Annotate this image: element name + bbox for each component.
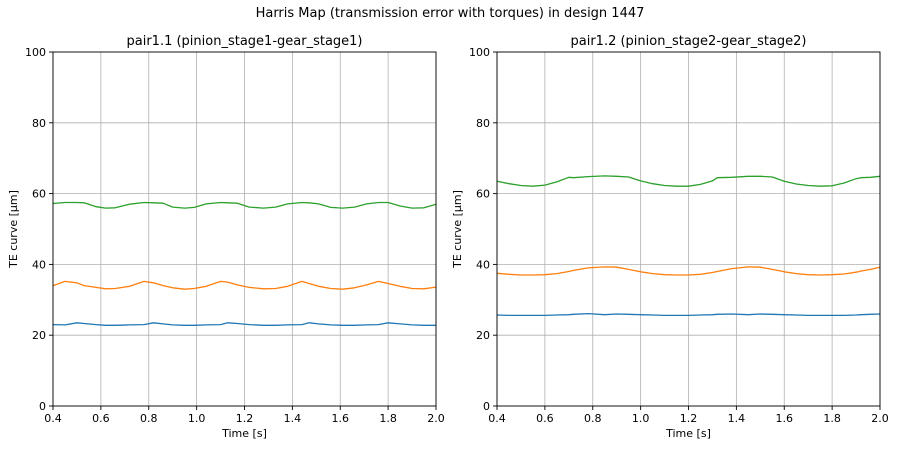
y-axis-label: TE curve [µm] <box>7 190 20 269</box>
y-tick-label: 20 <box>476 329 490 342</box>
x-tick-label: 1.2 <box>680 412 698 425</box>
series-green-line <box>52 201 437 209</box>
y-tick-label: 40 <box>476 258 490 271</box>
subplot-1: 0.4 0.6 0.8 1.0 1.2 1.4 1.6 1.8 2.0 0 20 40 60 80 100 T… <box>7 34 445 440</box>
x-tick-label: 1.4 <box>284 412 302 425</box>
grid-lines <box>496 51 881 407</box>
y-axis-label: TE curve [µm] <box>451 190 464 269</box>
x-tick-label: 0.4 <box>44 412 62 425</box>
x-tick-label: 0.8 <box>584 412 602 425</box>
figure-suptitle: Harris Map (transmission error with torq… <box>255 6 645 21</box>
x-tick-label: 1.0 <box>632 412 650 425</box>
series-green-line <box>496 175 881 187</box>
y-tick-label: 60 <box>476 188 490 201</box>
x-tick-label: 1.8 <box>823 412 841 425</box>
subplot-title: pair1.2 (pinion_stage2-gear_stage2) <box>571 34 807 49</box>
y-tick-label: 0 <box>483 400 490 413</box>
x-axis-label: Time [s] <box>665 427 711 440</box>
grid-lines <box>52 51 437 407</box>
x-tick-label: 1.0 <box>188 412 206 425</box>
x-axis-label: Time [s] <box>221 427 267 440</box>
x-tick-label: 2.0 <box>871 412 889 425</box>
y-tick-label: 80 <box>476 117 490 130</box>
x-tick-label: 0.6 <box>92 412 110 425</box>
series-blue-line <box>496 312 881 317</box>
x-tick-label: 1.6 <box>332 412 350 425</box>
series-blue-line <box>52 322 436 326</box>
y-tick-label: 60 <box>32 188 46 201</box>
subplot-title: pair1.1 (pinion_stage1-gear_stage1) <box>127 34 363 49</box>
y-tick-label: 0 <box>39 400 46 413</box>
series-orange-line <box>52 280 437 290</box>
x-tick-label: 1.2 <box>236 412 254 425</box>
x-tick-label: 1.6 <box>776 412 794 425</box>
x-tick-label: 1.4 <box>728 412 746 425</box>
x-tick-label: 0.8 <box>140 412 158 425</box>
x-tick-label: 0.4 <box>488 412 506 425</box>
x-tick-label: 1.8 <box>379 412 397 425</box>
series-orange-line <box>496 266 881 276</box>
y-tick-label: 80 <box>32 117 46 130</box>
x-tick-label: 0.6 <box>536 412 554 425</box>
y-tick-label: 40 <box>32 258 46 271</box>
y-tick-label: 100 <box>469 46 490 59</box>
y-tick-label: 100 <box>25 46 46 59</box>
y-tick-label: 20 <box>32 329 46 342</box>
x-tick-label: 2.0 <box>427 412 445 425</box>
subplot-2: 0.4 0.6 0.8 1.0 1.2 1.4 1.6 1.8 2.0 0 20 40 60 80 100 T… <box>451 34 889 440</box>
